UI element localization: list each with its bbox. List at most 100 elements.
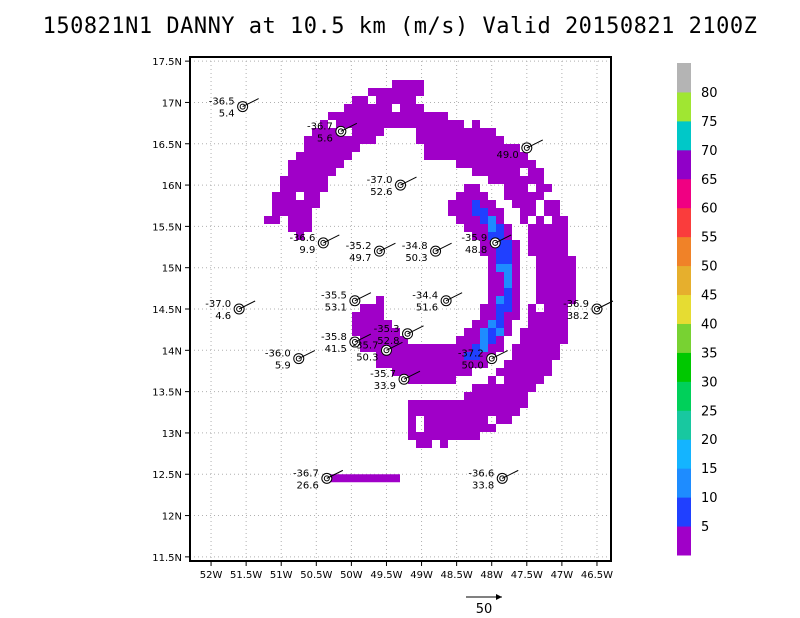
field-cell bbox=[528, 200, 536, 208]
field-cell bbox=[472, 192, 480, 200]
field-cell bbox=[464, 136, 472, 144]
reference-vector: 50 bbox=[466, 594, 502, 617]
field-cell bbox=[528, 384, 536, 392]
field-cell bbox=[360, 328, 368, 336]
field-cell bbox=[424, 408, 432, 416]
field-cell bbox=[432, 120, 440, 128]
field-cell bbox=[520, 400, 528, 408]
field-cell bbox=[504, 256, 512, 264]
field-cell bbox=[312, 200, 320, 208]
field-cell bbox=[440, 408, 448, 416]
colorbar-swatch bbox=[677, 439, 691, 469]
field-cell bbox=[416, 360, 424, 368]
field-cell bbox=[312, 168, 320, 176]
field-cell bbox=[528, 304, 536, 312]
x-tick-label: 51.5W bbox=[230, 570, 262, 581]
field-cell bbox=[480, 136, 488, 144]
station-wind-speed: 48.8 bbox=[465, 245, 487, 256]
field-cell bbox=[536, 352, 544, 360]
station-wind-speed: 5.9 bbox=[275, 361, 291, 372]
field-cell bbox=[528, 248, 536, 256]
field-cell bbox=[552, 320, 560, 328]
field-cell bbox=[272, 216, 280, 224]
field-cell bbox=[568, 280, 576, 288]
field-cell bbox=[416, 136, 424, 144]
station-marker: -35.553.1 bbox=[321, 291, 372, 314]
field-cell bbox=[480, 416, 488, 424]
colorbar-label: 50 bbox=[701, 260, 718, 275]
station-wind-speed: 53.1 bbox=[325, 303, 347, 314]
field-cell bbox=[440, 128, 448, 136]
field-cell bbox=[424, 400, 432, 408]
field-cell bbox=[392, 352, 400, 360]
wind-barb bbox=[400, 176, 417, 186]
field-cell bbox=[456, 360, 464, 368]
field-cell bbox=[496, 320, 504, 328]
field-cell bbox=[328, 128, 336, 136]
field-cell bbox=[472, 352, 480, 360]
station-marker: -36.726.6 bbox=[293, 468, 344, 491]
station-inner-ring bbox=[523, 144, 530, 151]
field-cell bbox=[536, 168, 544, 176]
field-cell bbox=[360, 136, 368, 144]
field-cell bbox=[304, 176, 312, 184]
field-cell bbox=[368, 312, 376, 320]
field-cell bbox=[384, 360, 392, 368]
field-cell bbox=[368, 120, 376, 128]
field-cell bbox=[528, 352, 536, 360]
field-cell bbox=[288, 200, 296, 208]
field-cell bbox=[496, 312, 504, 320]
field-cell bbox=[368, 336, 376, 344]
field-cell bbox=[472, 360, 480, 368]
field-cell bbox=[528, 336, 536, 344]
field-cell bbox=[512, 384, 520, 392]
colorbar-swatch bbox=[677, 63, 691, 93]
field-cell bbox=[512, 312, 520, 320]
field-cell bbox=[368, 128, 376, 136]
field-cell bbox=[504, 360, 512, 368]
field-cell bbox=[264, 216, 272, 224]
field-cell bbox=[536, 320, 544, 328]
field-cell bbox=[328, 160, 336, 168]
field-cell bbox=[376, 304, 384, 312]
field-cell bbox=[480, 360, 488, 368]
field-cell bbox=[408, 88, 416, 96]
field-cell bbox=[488, 152, 496, 160]
colorbar-swatch bbox=[677, 468, 691, 498]
field-cell bbox=[464, 224, 472, 232]
colorbar-swatch bbox=[677, 294, 691, 324]
field-cell bbox=[424, 416, 432, 424]
field-cell bbox=[480, 424, 488, 432]
station-marker: -36.75.6 bbox=[307, 121, 358, 144]
field-cell bbox=[536, 264, 544, 272]
colorbar-label: 80 bbox=[701, 86, 718, 101]
field-cell bbox=[496, 152, 504, 160]
field-cell bbox=[496, 168, 504, 176]
colorbar-swatch bbox=[677, 323, 691, 353]
wind-barb bbox=[386, 341, 403, 351]
field-cell bbox=[392, 360, 400, 368]
field-cell bbox=[568, 296, 576, 304]
field-cell bbox=[488, 232, 496, 240]
field-cell bbox=[456, 408, 464, 416]
field-cell bbox=[440, 416, 448, 424]
field-cell bbox=[344, 120, 352, 128]
field-cell bbox=[504, 224, 512, 232]
station-inner-ring bbox=[397, 182, 404, 189]
field-cell bbox=[424, 136, 432, 144]
field-cell bbox=[488, 344, 496, 352]
field-cell bbox=[488, 256, 496, 264]
field-cell bbox=[472, 120, 480, 128]
field-cell bbox=[448, 152, 456, 160]
field-cell bbox=[304, 200, 312, 208]
field-cell bbox=[464, 392, 472, 400]
colorbar-label: 75 bbox=[701, 115, 718, 130]
field-cell bbox=[480, 152, 488, 160]
field-cell bbox=[432, 424, 440, 432]
field-cell bbox=[504, 192, 512, 200]
field-cell bbox=[400, 96, 408, 104]
x-tick-label: 49.5W bbox=[370, 570, 402, 581]
field-cell bbox=[368, 136, 376, 144]
field-cell bbox=[464, 200, 472, 208]
field-cell bbox=[296, 216, 304, 224]
